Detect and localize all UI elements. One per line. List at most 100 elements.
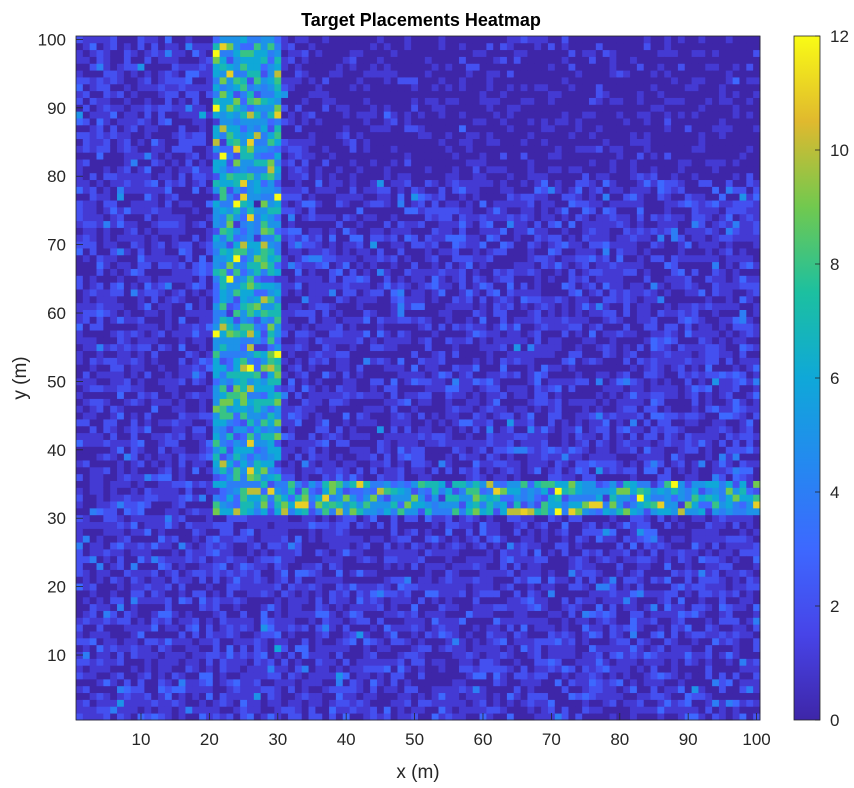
heatmap-cell [411,384,419,393]
heatmap-cell [212,193,221,201]
heatmap-cell [185,384,193,393]
heatmap-cell [158,343,166,352]
heatmap-cell [356,555,364,564]
heatmap-cell [335,391,344,399]
heatmap-cell [144,535,152,543]
heatmap-cell [267,179,275,187]
heatmap-cell [103,637,111,646]
heatmap-cell [233,542,241,550]
heatmap-cell [76,473,84,481]
heatmap-cell [301,70,309,78]
heatmap-cell [130,131,138,139]
heatmap-cell [151,405,159,413]
heatmap-cell [144,494,152,502]
heatmap-cell [199,289,207,297]
heatmap-cell [240,494,248,502]
heatmap-cell [144,275,152,283]
heatmap-cell [164,678,173,687]
heatmap-cell [383,583,392,591]
heatmap-cell [82,637,91,646]
heatmap-cell [144,631,152,639]
heatmap-cell [103,289,111,297]
heatmap-cell [130,275,138,283]
heatmap-cell [267,466,275,475]
heatmap-cell [219,172,227,181]
heatmap-cell [342,432,350,440]
heatmap-cell [110,248,118,256]
heatmap-cell [144,425,152,434]
heatmap-cell [130,371,138,379]
heatmap-cell [205,152,214,160]
heatmap-cell [411,528,419,536]
heatmap-cell [260,364,268,372]
heatmap-cell [322,617,330,625]
heatmap-cell [308,453,316,461]
heatmap-cell [308,521,316,529]
heatmap-cell [144,261,152,269]
heatmap-cell [335,542,344,550]
heatmap-cell [219,658,227,666]
heatmap-cell [281,295,289,304]
heatmap-cell [117,49,125,57]
heatmap-cell [144,412,152,420]
heatmap-cell [233,131,241,139]
heatmap-cell [411,610,419,618]
heatmap-cell [226,528,234,536]
heatmap-cell [411,637,419,646]
heatmap-cell [130,309,138,317]
heatmap-cell [315,446,323,454]
heatmap-cell [267,118,275,126]
heatmap-cell [151,152,159,160]
heatmap-cell [247,473,255,481]
heatmap-cell [158,699,166,707]
heatmap-cell [288,425,296,434]
heatmap-cell [390,692,398,700]
heatmap-cell [117,193,125,201]
heatmap-cell [301,658,309,666]
heatmap-cell [383,665,392,673]
heatmap-cell [260,261,268,269]
heatmap-cell [281,692,289,700]
heatmap-cell [137,200,145,208]
heatmap-cell [376,350,385,358]
heatmap-cell [363,289,371,297]
heatmap-cell [294,124,303,133]
heatmap-cell [315,651,323,659]
heatmap-cell [247,104,255,112]
heatmap-cell [96,542,104,550]
heatmap-cell [192,268,200,276]
heatmap-cell [383,213,392,222]
heatmap-cell [260,398,268,406]
heatmap-cell [274,501,282,509]
heatmap-cell [240,610,248,618]
heatmap-cell [178,507,186,516]
heatmap-cell [308,309,316,317]
heatmap-cell [240,398,248,406]
heatmap-cell [164,542,173,550]
heatmap-cell [76,603,84,611]
heatmap-cell [288,131,296,139]
heatmap-cell [137,610,145,618]
heatmap-cell [376,419,385,427]
heatmap-cell [247,562,255,570]
heatmap-cell [329,330,337,338]
heatmap-cell [96,528,104,536]
heatmap-cell [89,596,97,605]
heatmap-cell [185,77,193,85]
heatmap-cell [192,446,200,454]
heatmap-cell [240,665,248,673]
heatmap-cell [158,665,166,673]
heatmap-cell [274,371,282,379]
heatmap-cell [219,610,227,618]
heatmap-cell [137,213,145,222]
heatmap-cell [274,651,282,659]
heatmap-cell [226,658,234,666]
heatmap-cell [185,706,193,714]
heatmap-cell [288,111,296,119]
heatmap-cell [123,507,132,516]
heatmap-cell [103,672,111,680]
heatmap-cell [281,165,289,174]
heatmap-cell [212,56,221,64]
heatmap-cell [342,419,350,427]
heatmap-cell [260,316,268,324]
